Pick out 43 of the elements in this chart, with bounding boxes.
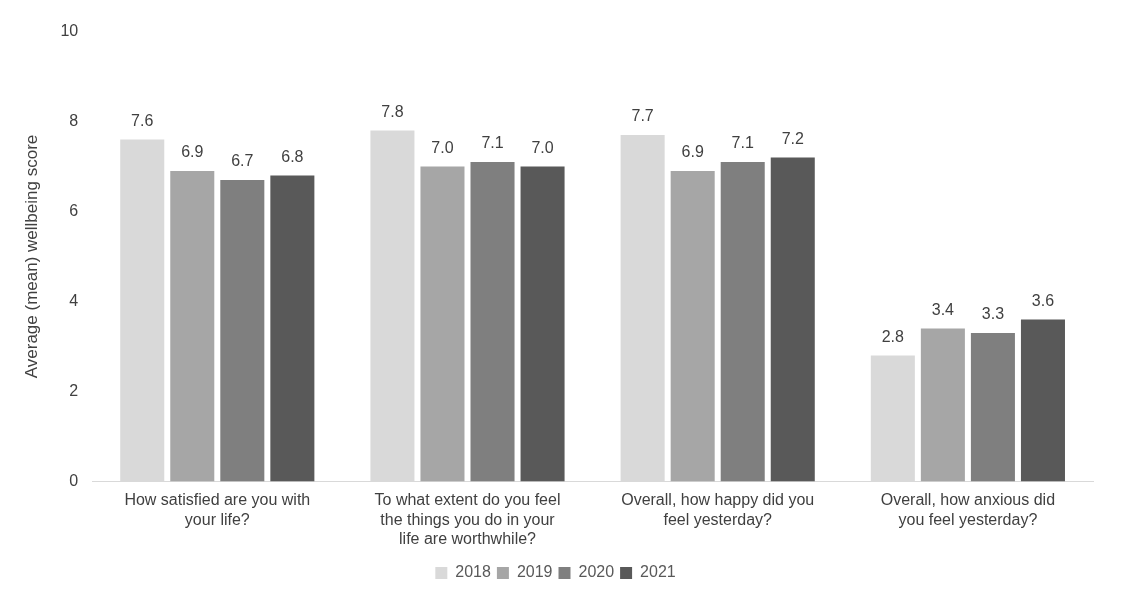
y-tick-label: 10 — [60, 22, 79, 40]
bar — [920, 328, 965, 482]
bar — [270, 175, 315, 482]
bar — [770, 157, 815, 482]
data-label: 7.0 — [531, 138, 554, 156]
data-label: 6.9 — [681, 143, 704, 161]
data-label: 7.2 — [781, 129, 804, 147]
bar — [420, 166, 465, 482]
y-tick-label: 8 — [69, 111, 79, 129]
x-tick-label: To what extent do you feel the things you do in your life are worthwhile? — [374, 491, 561, 547]
legend-label: 2021 — [640, 563, 676, 581]
y-tick-label: 4 — [69, 291, 79, 309]
legend-label: 2018 — [455, 563, 492, 581]
data-label: 2.8 — [881, 327, 905, 345]
bar — [670, 171, 715, 482]
x-tick-label: How satisfied are you with your life? — [124, 491, 311, 528]
bar — [520, 166, 565, 482]
data-label: 6.8 — [281, 147, 304, 165]
y-axis-title: Average (mean) wellbeing score — [21, 134, 41, 379]
data-label: 3.6 — [1031, 291, 1055, 309]
bar — [1020, 319, 1065, 482]
x-tick-label: Overall, how anxious did you feel yesterday? — [880, 491, 1056, 528]
bar — [220, 180, 265, 482]
x-tick-label: Overall, how happy did you feel yesterday? — [621, 491, 815, 528]
data-label: 3.3 — [981, 305, 1005, 323]
bar — [720, 162, 765, 482]
data-label: 7.0 — [431, 138, 454, 156]
bar — [970, 332, 1015, 482]
y-tick-label: 6 — [69, 201, 79, 219]
data-label: 6.9 — [181, 143, 204, 161]
data-label: 7.7 — [631, 107, 654, 125]
data-label: 7.1 — [481, 134, 504, 152]
bar — [470, 162, 515, 482]
data-label: 7.6 — [131, 111, 154, 129]
legend-label: 2020 — [578, 563, 615, 581]
data-label: 3.4 — [931, 300, 955, 318]
y-tick-label: 0 — [69, 471, 79, 489]
data-label: 6.7 — [231, 152, 254, 170]
legend-label: 2019 — [516, 563, 553, 581]
data-label: 7.8 — [381, 102, 404, 120]
bar — [170, 171, 215, 482]
y-tick-label: 2 — [69, 381, 79, 399]
data-label: 7.1 — [731, 134, 754, 152]
